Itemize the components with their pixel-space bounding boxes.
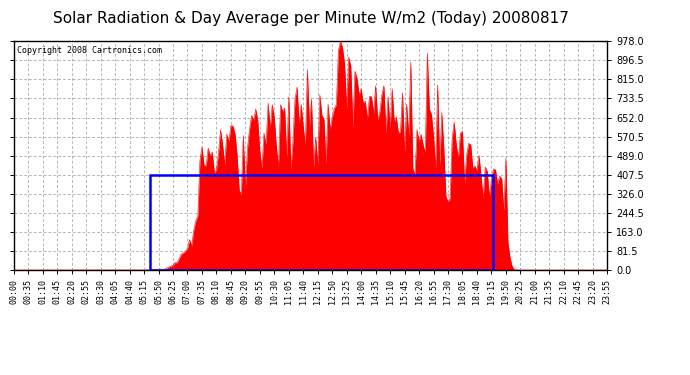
Bar (150, 175, 493, 270)
Text: Solar Radiation & Day Average per Minute W/m2 (Today) 20080817: Solar Radiation & Day Average per Minute… (52, 11, 569, 26)
Text: Copyright 2008 Cartronics.com: Copyright 2008 Cartronics.com (17, 46, 161, 55)
